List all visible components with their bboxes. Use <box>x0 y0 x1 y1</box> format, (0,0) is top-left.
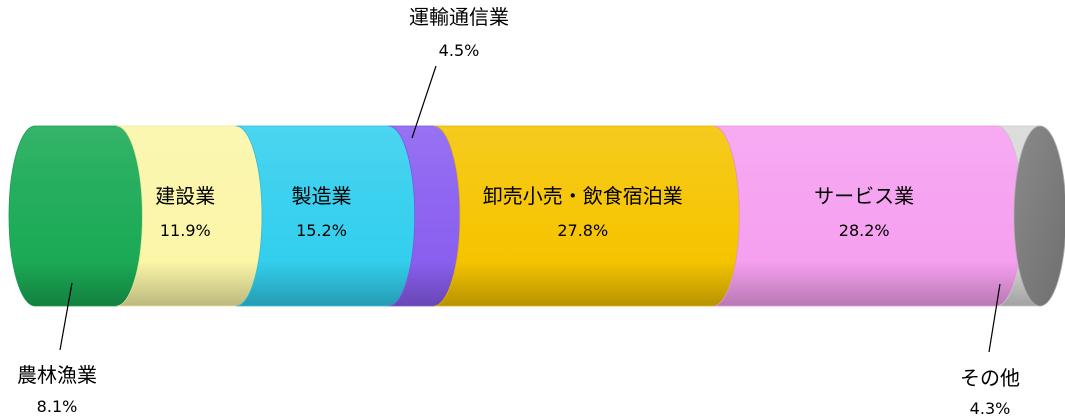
label-value-4: 4.5% <box>439 41 480 60</box>
label-name-6: サービス業 <box>814 184 914 208</box>
segment-6 <box>713 125 1024 307</box>
label-value-7: 4.3% <box>970 399 1011 418</box>
label-value-3: 15.2% <box>296 221 347 240</box>
cylinder-end-cap <box>1013 125 1065 307</box>
label-value-5: 27.8% <box>557 221 608 240</box>
cylinder-segments <box>8 125 1065 307</box>
label-value-6: 28.2% <box>839 221 890 240</box>
label-name-7: その他 <box>960 366 1020 390</box>
label-name-5: 卸売小売・飲食宿泊業 <box>483 184 683 208</box>
segment-5 <box>433 125 740 307</box>
cylinder-end-face <box>1013 125 1065 307</box>
label-name-2: 建設業 <box>155 184 215 208</box>
segment-3 <box>235 125 416 307</box>
label-name-4: 運輸通信業 <box>409 5 509 29</box>
leader-line-7 <box>988 283 1001 353</box>
label-value-2: 11.9% <box>160 221 211 240</box>
label-name-1: 農林漁業 <box>17 363 97 387</box>
leader-line-4 <box>411 65 437 139</box>
label-name-3: 製造業 <box>291 184 351 208</box>
leader-line-1 <box>59 282 73 351</box>
segment-1 <box>8 125 143 307</box>
label-value-1: 8.1% <box>37 397 78 416</box>
segment-labels: 建設業 11.9% 製造業 15.2% 卸売小売・飲食宿泊業 27.8% サービス業 28.2… <box>17 5 1020 418</box>
